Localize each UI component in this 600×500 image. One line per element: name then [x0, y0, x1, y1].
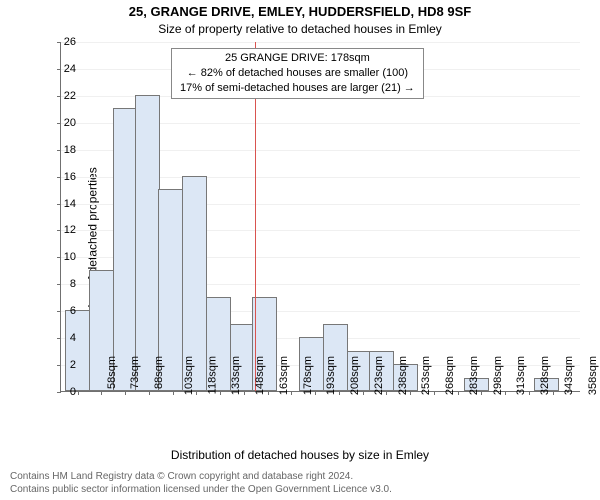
ytick-label: 14 — [56, 198, 76, 210]
ytick-label: 8 — [56, 278, 76, 290]
xtick-mark — [220, 391, 221, 395]
xtick-mark — [553, 391, 554, 395]
xtick-mark — [291, 391, 292, 395]
xtick-mark — [529, 391, 530, 395]
footer-text: Contains HM Land Registry data © Crown c… — [10, 470, 392, 496]
xtick-mark — [339, 391, 340, 395]
xtick-mark — [505, 391, 506, 395]
annotation-line1: 25 GRANGE DRIVE: 178sqm — [180, 51, 415, 66]
histogram-bar — [65, 310, 90, 391]
xtick-mark — [125, 391, 126, 395]
xtick-mark — [458, 391, 459, 395]
xtick-mark — [78, 391, 79, 395]
ytick-label: 10 — [56, 251, 76, 263]
ytick-label: 16 — [56, 171, 76, 183]
annotation-line3: 17% of semi-detached houses are larger (… — [180, 81, 415, 96]
xtick-label: 283sqm — [468, 356, 480, 395]
histogram-bar — [135, 95, 160, 391]
xtick-label: 103sqm — [183, 356, 195, 395]
xtick-label: 73sqm — [129, 356, 141, 389]
ytick-label: 6 — [56, 305, 76, 317]
xtick-label: 163sqm — [278, 356, 290, 395]
xtick-label: 193sqm — [325, 356, 337, 395]
ytick-label: 26 — [56, 36, 76, 48]
xtick-mark — [149, 391, 150, 395]
xtick-mark — [244, 391, 245, 395]
chart-subtitle: Size of property relative to detached ho… — [0, 22, 600, 36]
ytick-label: 18 — [56, 144, 76, 156]
chart-title: 25, GRANGE DRIVE, EMLEY, HUDDERSFIELD, H… — [0, 4, 600, 19]
footer-line1: Contains HM Land Registry data © Crown c… — [10, 470, 392, 483]
ytick-label: 24 — [56, 63, 76, 75]
plot-area: 25 GRANGE DRIVE: 178sqm ← 82% of detache… — [60, 42, 580, 392]
xtick-label: 238sqm — [397, 356, 409, 395]
xtick-mark — [386, 391, 387, 395]
xtick-mark — [315, 391, 316, 395]
gridline — [61, 42, 580, 43]
ytick-label: 2 — [56, 359, 76, 371]
xtick-label: 118sqm — [206, 356, 218, 394]
x-axis-label: Distribution of detached houses by size … — [0, 448, 600, 462]
xtick-label: 298sqm — [492, 356, 504, 395]
annotation-line2: ← 82% of detached houses are smaller (10… — [180, 66, 415, 81]
annotation-box: 25 GRANGE DRIVE: 178sqm ← 82% of detache… — [171, 48, 424, 99]
xtick-mark — [196, 391, 197, 395]
xtick-label: 313sqm — [515, 356, 527, 395]
xtick-label: 328sqm — [539, 356, 551, 395]
xtick-label: 358sqm — [587, 356, 599, 395]
footer-line2: Contains public sector information licen… — [10, 483, 392, 496]
xtick-label: 178sqm — [302, 356, 314, 395]
xtick-mark — [434, 391, 435, 395]
xtick-mark — [410, 391, 411, 395]
xtick-mark — [101, 391, 102, 395]
xtick-label: 148sqm — [254, 356, 266, 395]
ytick-label: 22 — [56, 90, 76, 102]
xtick-label: 268sqm — [444, 356, 456, 395]
xtick-mark — [363, 391, 364, 395]
xtick-mark — [173, 391, 174, 395]
xtick-mark — [481, 391, 482, 395]
xtick-label: 223sqm — [373, 356, 385, 395]
ytick-label: 0 — [56, 386, 76, 398]
ytick-label: 12 — [56, 224, 76, 236]
chart-container: 25, GRANGE DRIVE, EMLEY, HUDDERSFIELD, H… — [0, 0, 600, 500]
xtick-label: 88sqm — [153, 356, 165, 389]
xtick-mark — [268, 391, 269, 395]
xtick-label: 133sqm — [230, 356, 242, 395]
xtick-label: 58sqm — [106, 356, 118, 389]
ytick-label: 20 — [56, 117, 76, 129]
ytick-label: 4 — [56, 332, 76, 344]
xtick-label: 208sqm — [349, 356, 361, 395]
xtick-label: 253sqm — [420, 356, 432, 395]
xtick-label: 343sqm — [563, 356, 575, 395]
